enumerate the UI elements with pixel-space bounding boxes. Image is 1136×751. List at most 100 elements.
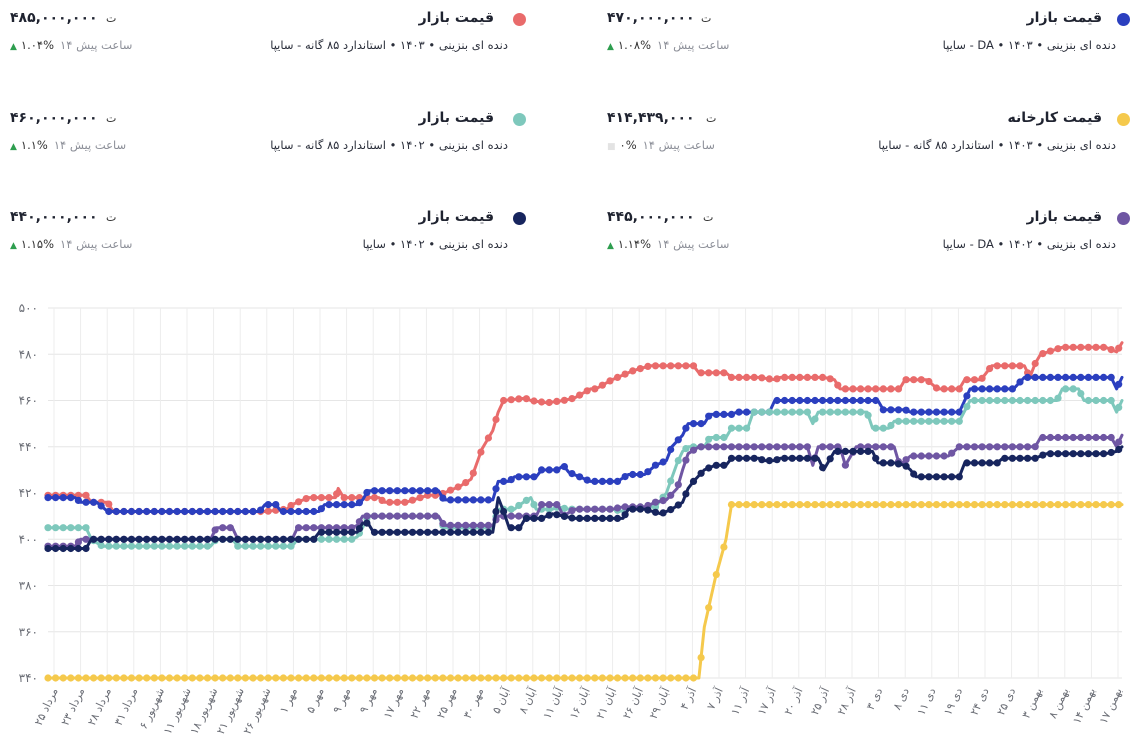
data-point[interactable] <box>226 524 234 532</box>
data-point[interactable] <box>1077 390 1085 398</box>
data-point[interactable] <box>279 542 287 550</box>
data-point[interactable] <box>743 454 751 462</box>
data-point[interactable] <box>1031 359 1039 368</box>
data-point[interactable] <box>370 494 379 502</box>
data-point[interactable] <box>955 443 963 451</box>
data-point[interactable] <box>67 544 75 553</box>
data-point[interactable] <box>143 542 151 550</box>
data-point[interactable] <box>894 385 903 393</box>
data-point[interactable] <box>872 396 880 405</box>
data-point[interactable] <box>894 417 903 425</box>
data-point[interactable] <box>105 535 113 543</box>
data-point[interactable] <box>310 535 318 543</box>
data-point[interactable] <box>317 535 325 543</box>
data-point[interactable] <box>484 521 492 529</box>
data-point[interactable] <box>234 542 242 550</box>
data-point[interactable] <box>333 490 341 498</box>
data-point[interactable] <box>925 501 933 509</box>
data-point[interactable] <box>917 452 925 460</box>
data-point[interactable] <box>598 514 607 522</box>
data-point[interactable] <box>74 496 82 504</box>
data-point[interactable] <box>249 535 257 543</box>
data-point[interactable] <box>834 396 842 405</box>
data-point[interactable] <box>583 476 591 484</box>
data-point[interactable] <box>67 524 75 532</box>
data-point[interactable] <box>143 507 151 516</box>
data-point[interactable] <box>993 501 1001 509</box>
data-point[interactable] <box>127 535 136 543</box>
data-point[interactable] <box>568 395 576 403</box>
data-point[interactable] <box>811 454 819 462</box>
data-point[interactable] <box>940 473 948 481</box>
data-point[interactable] <box>538 501 546 509</box>
data-point[interactable] <box>1001 362 1009 370</box>
data-point[interactable] <box>378 487 386 495</box>
data-point[interactable] <box>727 410 736 418</box>
data-point[interactable] <box>355 499 363 507</box>
data-point[interactable] <box>826 375 834 383</box>
data-point[interactable] <box>484 434 492 442</box>
data-point[interactable] <box>112 542 120 550</box>
data-point[interactable] <box>705 412 713 420</box>
data-point[interactable] <box>978 396 986 405</box>
data-point[interactable] <box>705 435 713 443</box>
data-point[interactable] <box>712 443 720 451</box>
data-point[interactable] <box>393 512 401 520</box>
data-point[interactable] <box>925 377 933 386</box>
data-point[interactable] <box>773 501 781 509</box>
data-point[interactable] <box>1092 433 1100 442</box>
data-point[interactable] <box>454 496 462 504</box>
data-point[interactable] <box>765 375 774 383</box>
data-point[interactable] <box>219 524 227 532</box>
data-point[interactable] <box>689 446 698 454</box>
data-point[interactable] <box>1069 343 1077 351</box>
data-point[interactable] <box>986 443 994 451</box>
data-point[interactable] <box>173 507 181 516</box>
data-point[interactable] <box>1107 501 1115 509</box>
data-point[interactable] <box>522 395 531 403</box>
data-point[interactable] <box>492 415 500 424</box>
data-point[interactable] <box>560 512 569 520</box>
data-point[interactable] <box>955 408 963 416</box>
data-point[interactable] <box>887 501 895 509</box>
data-point[interactable] <box>758 408 766 416</box>
data-point[interactable] <box>773 456 781 464</box>
data-point[interactable] <box>1084 373 1092 381</box>
data-point[interactable] <box>1031 454 1039 462</box>
data-point[interactable] <box>948 473 956 481</box>
data-point[interactable] <box>917 473 925 481</box>
data-point[interactable] <box>439 519 447 528</box>
data-point[interactable] <box>651 362 660 370</box>
data-point[interactable] <box>963 501 971 509</box>
data-point[interactable] <box>272 674 280 682</box>
data-point[interactable] <box>500 477 508 485</box>
data-point[interactable] <box>1039 451 1047 459</box>
data-point[interactable] <box>682 362 690 370</box>
data-point[interactable] <box>90 674 98 682</box>
data-point[interactable] <box>1115 501 1123 509</box>
data-point[interactable] <box>948 408 956 416</box>
data-point[interactable] <box>287 674 295 682</box>
data-point[interactable] <box>576 505 584 513</box>
data-point[interactable] <box>879 443 887 451</box>
data-point[interactable] <box>720 443 728 451</box>
data-point[interactable] <box>211 535 219 543</box>
data-point[interactable] <box>500 396 508 405</box>
data-point[interactable] <box>879 424 887 432</box>
data-point[interactable] <box>925 408 933 416</box>
data-point[interactable] <box>219 507 227 516</box>
data-point[interactable] <box>408 512 417 520</box>
data-point[interactable] <box>1046 396 1054 405</box>
data-point[interactable] <box>667 674 675 682</box>
data-point[interactable] <box>834 447 842 455</box>
data-point[interactable] <box>97 674 105 682</box>
data-point[interactable] <box>727 501 736 509</box>
data-point[interactable] <box>1046 433 1054 442</box>
data-point[interactable] <box>1084 450 1092 458</box>
data-point[interactable] <box>287 535 295 543</box>
data-point[interactable] <box>1016 362 1024 370</box>
data-point[interactable] <box>758 456 766 464</box>
data-point[interactable] <box>902 501 910 509</box>
data-point[interactable] <box>1115 445 1123 454</box>
data-point[interactable] <box>52 494 60 502</box>
